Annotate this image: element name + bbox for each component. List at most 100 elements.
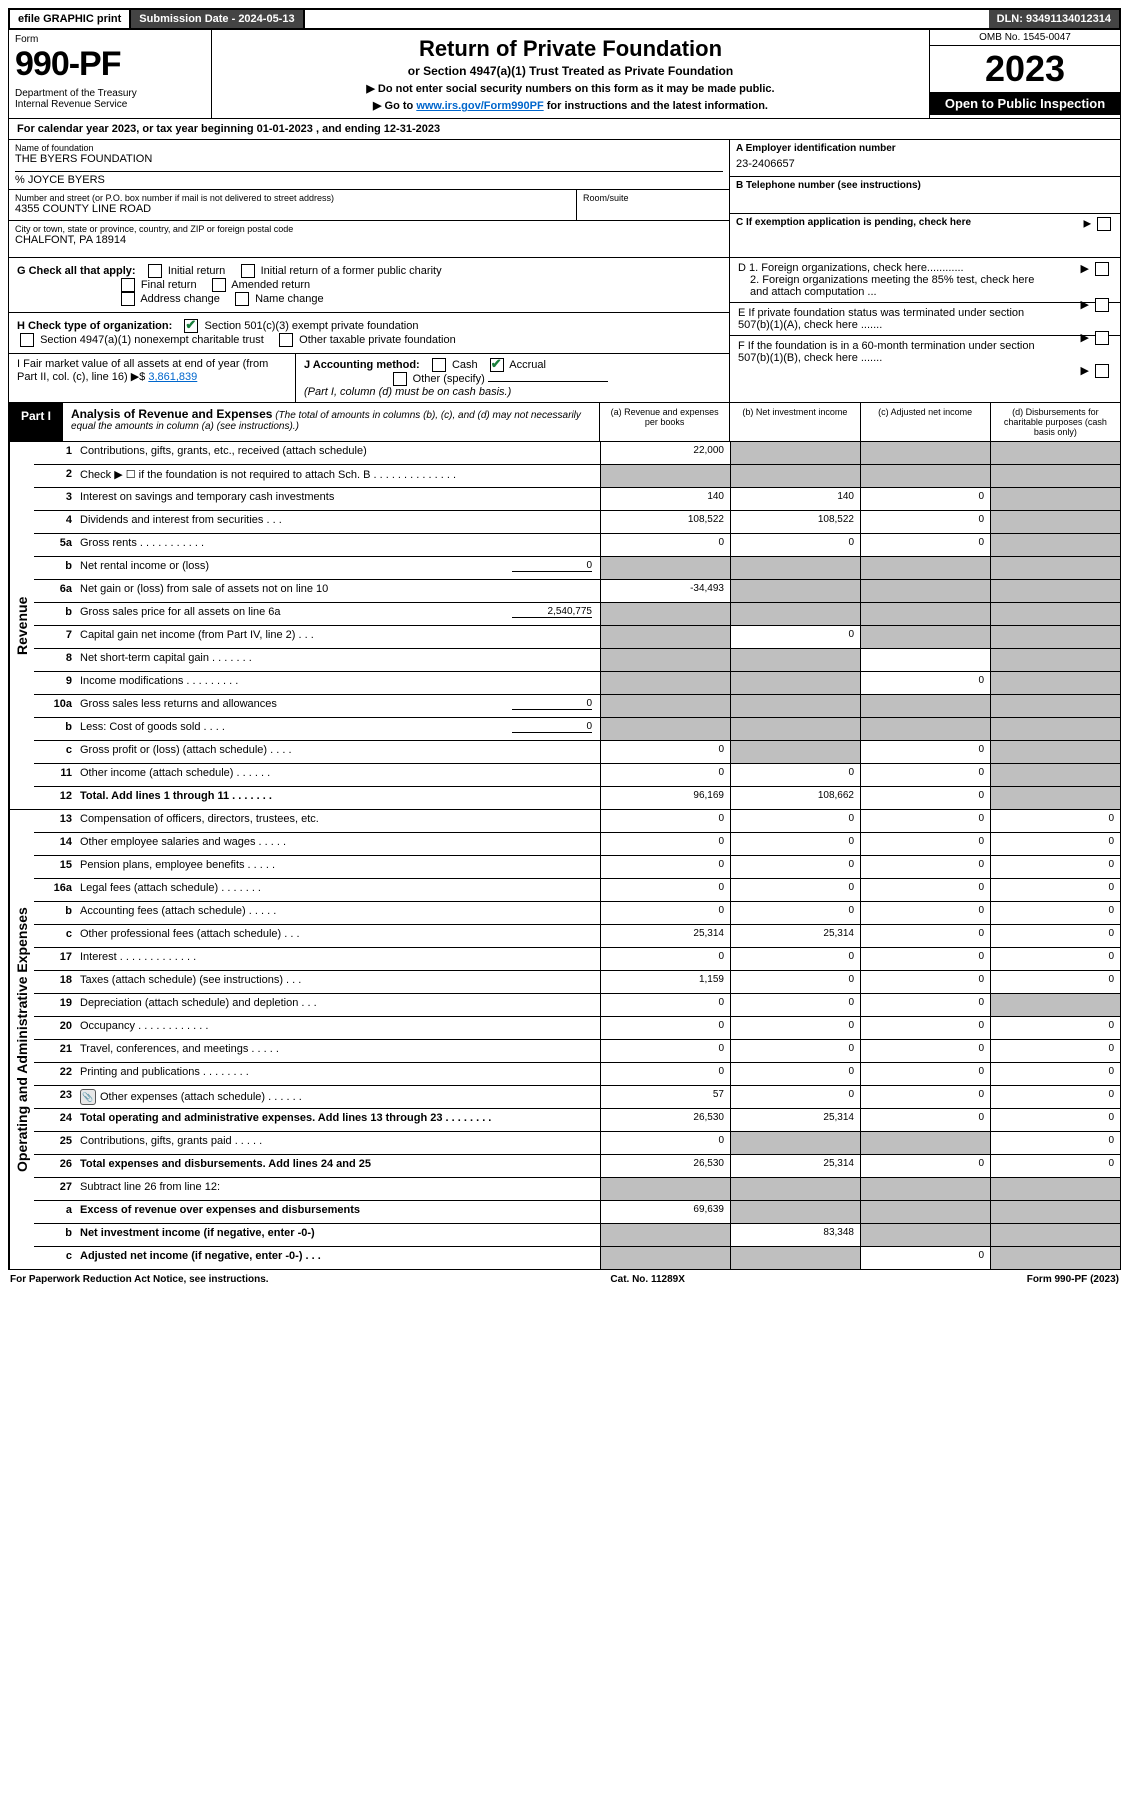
- h-other-taxable[interactable]: [279, 333, 293, 347]
- amount-cell: 96,169: [600, 787, 730, 809]
- amount-cell: 0: [600, 534, 730, 556]
- amount-cell: [730, 741, 860, 763]
- d2-checkbox[interactable]: [1095, 298, 1109, 312]
- table-row: bNet investment income (if negative, ent…: [34, 1224, 1120, 1247]
- table-row: 17Interest . . . . . . . . . . . . .0000: [34, 948, 1120, 971]
- j-cash[interactable]: [432, 358, 446, 372]
- g-amended[interactable]: [212, 278, 226, 292]
- d1-checkbox[interactable]: [1095, 262, 1109, 276]
- table-row: 20Occupancy . . . . . . . . . . . .0000: [34, 1017, 1120, 1040]
- tax-year: 2023: [930, 46, 1120, 92]
- entity-info-block: Name of foundation THE BYERS FOUNDATION …: [8, 140, 1121, 258]
- f-label: F If the foundation is in a 60-month ter…: [738, 340, 1058, 364]
- amount-cell: 108,522: [600, 511, 730, 533]
- calendar-year-row: For calendar year 2023, or tax year begi…: [8, 119, 1121, 140]
- irs-link[interactable]: www.irs.gov/Form990PF: [416, 100, 543, 112]
- amount-cell: [860, 1132, 990, 1154]
- h-501c3[interactable]: [184, 319, 198, 333]
- table-row: 5aGross rents . . . . . . . . . . .000: [34, 534, 1120, 557]
- line-description: Income modifications . . . . . . . . .: [76, 672, 600, 694]
- amount-cell: 0: [860, 833, 990, 855]
- fmv-link[interactable]: 3,861,839: [148, 371, 197, 383]
- amount-cell: 0: [730, 534, 860, 556]
- omb-number: OMB No. 1545-0047: [930, 30, 1120, 46]
- expenses-section: Operating and Administrative Expenses 13…: [8, 810, 1121, 1270]
- e-checkbox[interactable]: [1095, 331, 1109, 345]
- h-4947[interactable]: [20, 333, 34, 347]
- line-description: Capital gain net income (from Part IV, l…: [76, 626, 600, 648]
- line-description: Printing and publications . . . . . . . …: [76, 1063, 600, 1085]
- attachment-icon[interactable]: 📎: [80, 1089, 96, 1105]
- g-address-change[interactable]: [121, 292, 135, 306]
- amount-cell: 0: [600, 764, 730, 786]
- line-number: 1: [34, 442, 76, 464]
- amount-cell: 0: [860, 787, 990, 809]
- amount-cell: [990, 672, 1120, 694]
- amount-cell: 0: [730, 1040, 860, 1062]
- table-row: 15Pension plans, employee benefits . . .…: [34, 856, 1120, 879]
- line-description: Interest . . . . . . . . . . . . .: [76, 948, 600, 970]
- table-row: 21Travel, conferences, and meetings . . …: [34, 1040, 1120, 1063]
- checkboxes-block: G Check all that apply: Initial return I…: [8, 258, 1121, 403]
- amount-cell: 0: [860, 1155, 990, 1177]
- addr-label: Number and street (or P.O. box number if…: [15, 193, 570, 203]
- open-inspection: Open to Public Inspection: [930, 92, 1120, 115]
- line-number: 9: [34, 672, 76, 694]
- g-initial-return[interactable]: [148, 264, 162, 278]
- line-number: 19: [34, 994, 76, 1016]
- amount-cell: [730, 1178, 860, 1200]
- c-label: C If exemption application is pending, c…: [736, 217, 971, 228]
- table-row: 7Capital gain net income (from Part IV, …: [34, 626, 1120, 649]
- room-suite-label: Room/suite: [577, 190, 729, 220]
- line-number: 8: [34, 649, 76, 671]
- line-number: 26: [34, 1155, 76, 1177]
- table-row: 22Printing and publications . . . . . . …: [34, 1063, 1120, 1086]
- g-name-change[interactable]: [235, 292, 249, 306]
- line-number: c: [34, 1247, 76, 1269]
- table-row: 6aNet gain or (loss) from sale of assets…: [34, 580, 1120, 603]
- amount-cell: [730, 695, 860, 717]
- amount-cell: 0: [860, 948, 990, 970]
- line-number: 11: [34, 764, 76, 786]
- line-number: c: [34, 741, 76, 763]
- amount-cell: 0: [600, 879, 730, 901]
- amount-cell: [990, 1201, 1120, 1223]
- f-checkbox[interactable]: [1095, 364, 1109, 378]
- amount-cell: 25,314: [730, 1109, 860, 1131]
- line-description: Adjusted net income (if negative, enter …: [76, 1247, 600, 1269]
- line-description: Travel, conferences, and meetings . . . …: [76, 1040, 600, 1062]
- table-row: 10aGross sales less returns and allowanc…: [34, 695, 1120, 718]
- col-c-header: (c) Adjusted net income: [860, 403, 990, 441]
- g-initial-former[interactable]: [241, 264, 255, 278]
- c-checkbox[interactable]: [1097, 217, 1111, 231]
- amount-cell: [600, 649, 730, 671]
- line-description: Contributions, gifts, grants paid . . . …: [76, 1132, 600, 1154]
- g-final-return[interactable]: [121, 278, 135, 292]
- line-number: 14: [34, 833, 76, 855]
- amount-cell: [600, 718, 730, 740]
- table-row: 9Income modifications . . . . . . . . .0: [34, 672, 1120, 695]
- line-number: 4: [34, 511, 76, 533]
- amount-cell: 0: [730, 994, 860, 1016]
- inline-amount: 0: [512, 721, 592, 733]
- table-row: 27Subtract line 26 from line 12:: [34, 1178, 1120, 1201]
- table-row: aExcess of revenue over expenses and dis…: [34, 1201, 1120, 1224]
- amount-cell: 0: [730, 879, 860, 901]
- amount-cell: 0: [600, 1132, 730, 1154]
- amount-cell: 26,530: [600, 1109, 730, 1131]
- amount-cell: [860, 649, 990, 671]
- line-number: a: [34, 1201, 76, 1223]
- amount-cell: 69,639: [600, 1201, 730, 1223]
- amount-cell: 0: [990, 971, 1120, 993]
- d2-label: 2. Foreign organizations meeting the 85%…: [750, 274, 1050, 298]
- amount-cell: [990, 603, 1120, 625]
- amount-cell: 25,314: [730, 1155, 860, 1177]
- amount-cell: [600, 1247, 730, 1269]
- amount-cell: [860, 1178, 990, 1200]
- j-accrual[interactable]: [490, 358, 504, 372]
- form-title: Return of Private Foundation: [222, 36, 919, 62]
- revenue-section: Revenue 1Contributions, gifts, grants, e…: [8, 442, 1121, 810]
- j-other[interactable]: [393, 372, 407, 386]
- foundation-name: THE BYERS FOUNDATION: [15, 153, 723, 165]
- line-number: 5a: [34, 534, 76, 556]
